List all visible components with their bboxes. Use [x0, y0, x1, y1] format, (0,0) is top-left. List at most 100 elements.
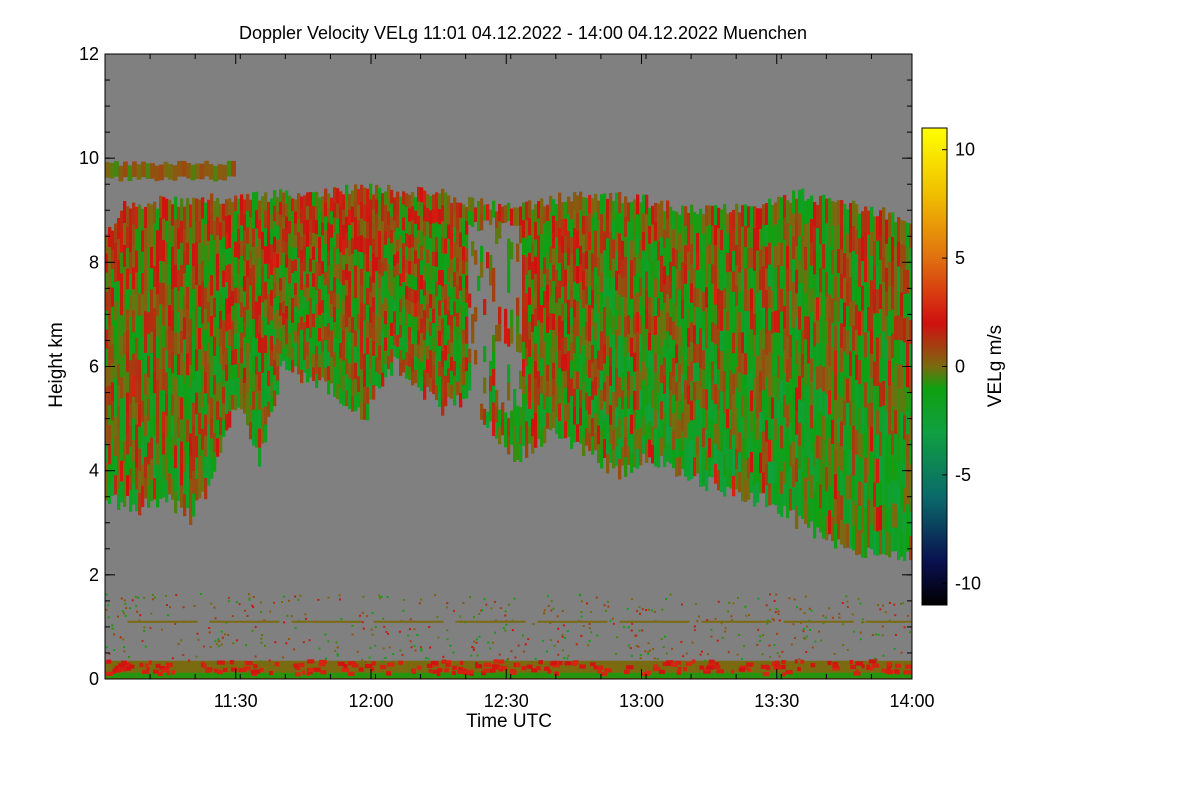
cloud-cell	[228, 198, 232, 216]
surface-echo-cell	[850, 664, 856, 670]
cloud-cell	[723, 433, 727, 455]
noise-speckle	[124, 602, 127, 605]
cloud-cell	[840, 249, 844, 275]
noise-speckle	[221, 636, 224, 639]
cloud-cell	[627, 333, 631, 353]
cloud-cell	[408, 287, 412, 301]
cloud-cell	[543, 409, 547, 427]
cloud-cell	[123, 244, 127, 267]
cloud-cell	[561, 354, 565, 372]
cloud-cell	[399, 324, 403, 338]
cloud-cell	[138, 248, 142, 272]
cloud-cell	[825, 491, 829, 516]
cloud-cell	[192, 288, 196, 312]
cloud-cell	[810, 335, 814, 359]
cloud-cell	[699, 268, 703, 289]
cloud-cell	[132, 439, 136, 462]
cloud-cell	[669, 426, 673, 446]
cloud-cell	[306, 327, 310, 342]
noise-speckle	[215, 643, 218, 646]
noise-speckle	[875, 658, 878, 661]
cloud-cell	[180, 352, 184, 376]
noise-speckle	[504, 610, 507, 613]
cloud-cell	[276, 309, 280, 325]
noise-speckle	[814, 640, 817, 643]
cloud-cell	[579, 245, 583, 264]
noise-speckle	[123, 646, 126, 649]
cloud-cell	[222, 303, 226, 321]
noise-speckle	[748, 614, 751, 617]
upper-cloud-cell	[114, 161, 119, 177]
cloud-cell	[885, 506, 889, 532]
cloud-cell	[738, 252, 742, 273]
cloud-cell	[633, 447, 637, 468]
noise-speckle	[665, 598, 668, 601]
cloud-cell	[708, 399, 712, 419]
cloud-cell	[810, 195, 814, 220]
cloud-cell	[354, 184, 358, 201]
cloud-cell	[774, 439, 778, 462]
cloud-cell	[795, 316, 799, 341]
cloud-cell	[903, 463, 907, 489]
cloud-cell	[525, 238, 529, 257]
cloud-cell	[120, 418, 124, 440]
cloud-cell	[165, 350, 169, 373]
cloud-cell	[669, 408, 673, 427]
cloud-cell	[180, 441, 184, 464]
cloud-cell	[261, 231, 265, 250]
cloud-cell	[423, 354, 427, 370]
cloud-cell	[135, 228, 139, 251]
noise-speckle	[259, 660, 262, 663]
cloud-cell	[849, 301, 853, 327]
cloud-cell	[162, 304, 166, 326]
noise-speckle	[543, 612, 546, 615]
cloud-cell	[543, 307, 547, 325]
noise-speckle	[661, 608, 664, 611]
cloud-cell	[222, 336, 226, 354]
cloud-cell	[378, 230, 382, 246]
cloud-cell	[894, 527, 898, 552]
cloud-cell	[150, 204, 154, 226]
cloud-cell	[135, 206, 139, 229]
cloud-cell	[252, 264, 256, 283]
cloud-cell	[690, 224, 694, 245]
cloud-cell	[132, 418, 136, 440]
cloud-cell	[297, 322, 301, 336]
cloud-cell	[240, 286, 244, 303]
cloud-cell	[165, 415, 169, 438]
cloud-cell	[453, 241, 457, 258]
noise-speckle	[637, 645, 640, 648]
noise-speckle	[590, 631, 593, 634]
cloud-cell	[564, 235, 568, 253]
cloud-cell	[864, 482, 868, 508]
cloud-cell	[210, 356, 214, 378]
cloud-cell	[153, 414, 157, 436]
cloud-cell	[294, 270, 298, 283]
surface-echo-cell	[653, 666, 661, 672]
cloud-cell	[621, 259, 625, 279]
cloud-cell	[690, 204, 694, 225]
cloud-cell	[549, 296, 553, 314]
noise-speckle	[736, 596, 739, 599]
cloud-cell	[699, 466, 703, 487]
cloud-cell	[408, 221, 412, 235]
noise-speckle	[804, 595, 807, 598]
surface-echo-cell	[446, 660, 452, 665]
cloud-cell	[519, 425, 523, 444]
cloud-cell	[573, 263, 577, 282]
cloud-cell	[426, 345, 430, 360]
cloud-cell	[138, 271, 142, 294]
surface-echo-cell	[536, 666, 541, 671]
cloud-cell	[627, 352, 631, 372]
cloud-cell	[843, 203, 847, 229]
noise-speckle	[499, 607, 502, 610]
cloud-cell	[312, 313, 316, 328]
cloud-cell	[585, 427, 589, 446]
cloud-cell	[759, 391, 763, 412]
surface-echo-cell	[364, 663, 373, 669]
cloud-cell	[108, 385, 112, 406]
cloud-cell	[408, 353, 412, 367]
cloud-cell	[678, 382, 682, 402]
cloud-cell	[495, 324, 499, 342]
cloud-cell	[564, 269, 568, 287]
